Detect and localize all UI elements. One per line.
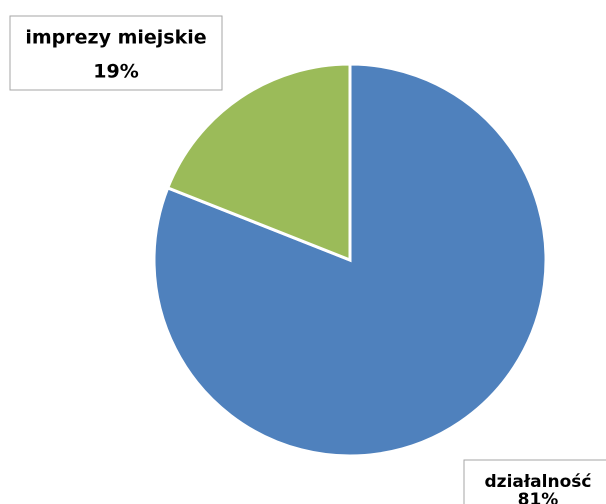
- label-box: [9, 15, 223, 91]
- pie: [152, 62, 548, 458]
- slice-label: imprezy miejskie: [25, 27, 206, 49]
- value-label: 19%: [93, 61, 138, 83]
- pie-slice: [165, 62, 352, 263]
- label-box: [463, 459, 606, 504]
- slice-label: działalność: [485, 472, 592, 492]
- value-label: 81%: [518, 490, 559, 504]
